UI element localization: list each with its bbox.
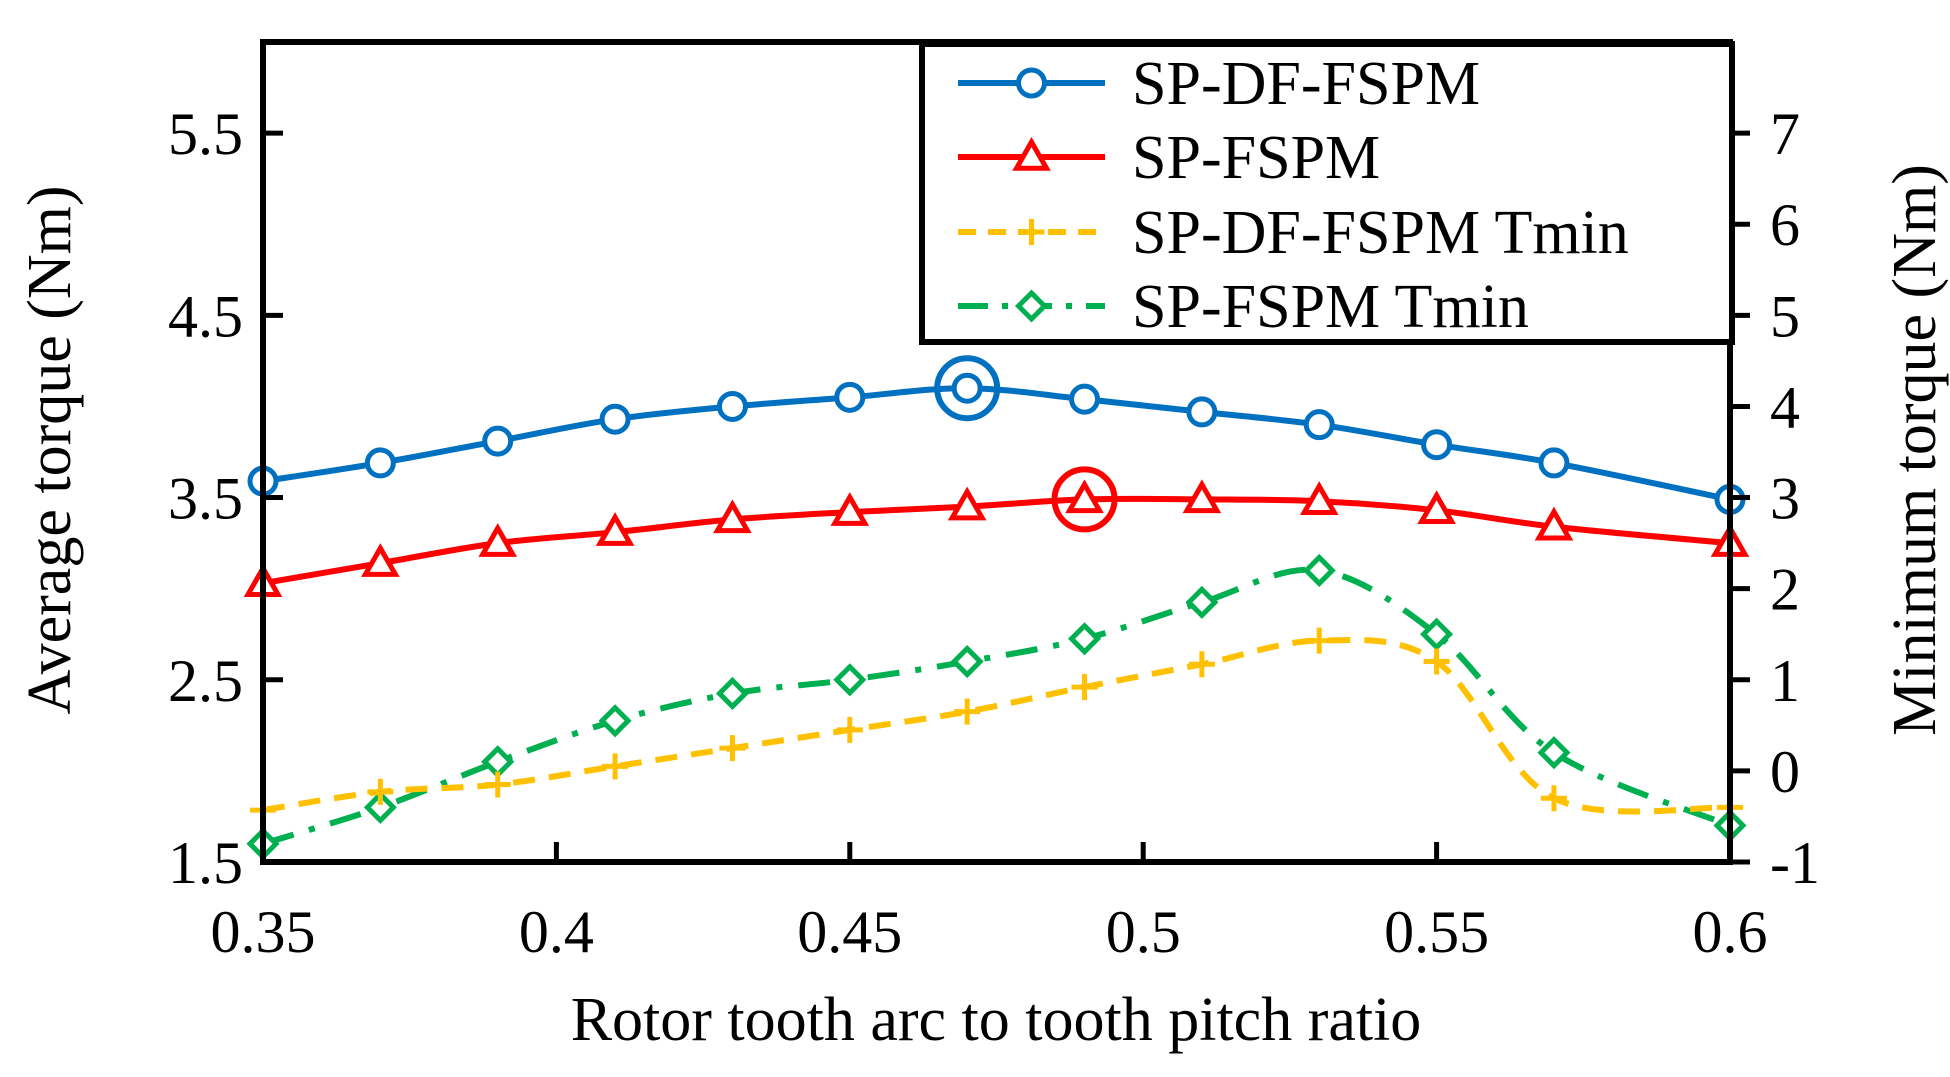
legend-marker xyxy=(1018,219,1045,245)
data-point xyxy=(1538,447,1570,479)
data-point xyxy=(715,676,749,710)
data-point xyxy=(363,790,397,824)
series-sp-fspm xyxy=(243,466,1750,597)
data-point xyxy=(951,372,983,404)
y-axis-left-title: Average torque (Nm) xyxy=(16,185,84,714)
data-point xyxy=(1534,506,1574,541)
legend-item: SP-FSPM Tmin xyxy=(958,273,1529,341)
data-point xyxy=(1417,490,1456,525)
series-line xyxy=(262,566,1732,847)
legend-label: SP-FSPM Tmin xyxy=(1132,273,1529,341)
y-right-tick-label: 0 xyxy=(1770,739,1800,805)
series-layer xyxy=(243,355,1750,861)
data-point xyxy=(954,698,981,725)
y-left-tick-label: 2.5 xyxy=(168,648,243,714)
data-point xyxy=(599,403,631,435)
y-right-tick-label: 3 xyxy=(1770,466,1800,532)
data-point xyxy=(361,543,400,577)
data-point xyxy=(364,447,396,479)
y-axis-right-title: Minimum torque (Nm) xyxy=(1881,164,1949,736)
data-point xyxy=(1421,429,1453,461)
data-point xyxy=(1188,651,1215,678)
x-axis-title: Rotor tooth arc to tooth pitch ratio xyxy=(571,986,1422,1054)
series-line xyxy=(262,636,1731,815)
data-point xyxy=(478,523,518,557)
x-tick-label: 0.55 xyxy=(1384,899,1489,965)
ticks-layer: 0.35 0.4 0.45 0.5 0.55 0.6 1.5 2.5 3.5 4.5 5.5 -1 0 1… xyxy=(168,101,1820,965)
y-right-tick-label: 2 xyxy=(1770,557,1800,623)
legend-box xyxy=(919,41,1735,345)
data-point xyxy=(950,645,984,679)
data-point xyxy=(1420,617,1454,651)
data-point xyxy=(1186,396,1218,428)
legend-marker xyxy=(1012,136,1051,171)
data-point xyxy=(830,492,870,526)
legend-item: SP-FSPM xyxy=(958,124,1380,192)
legend-label: SP-FSPM xyxy=(1132,124,1380,192)
data-point xyxy=(719,735,746,762)
series-sp-df-fspm-tmin xyxy=(250,627,1743,824)
y-right-tick-label: 5 xyxy=(1770,283,1800,349)
legend-item: SP-DF-FSPM Tmin xyxy=(958,199,1629,267)
data-point xyxy=(1185,585,1219,619)
y-left-tick-label: 3.5 xyxy=(168,466,243,532)
data-point xyxy=(598,704,632,738)
data-point xyxy=(367,778,394,805)
data-point xyxy=(1299,481,1339,515)
data-point xyxy=(713,499,752,534)
optimum-highlight-ring xyxy=(1051,466,1118,533)
data-point xyxy=(1065,479,1104,514)
data-point xyxy=(1303,409,1335,441)
data-point xyxy=(602,753,629,780)
y-right-tick-label: 6 xyxy=(1770,192,1800,258)
y-left-tick-label: 5.5 xyxy=(168,101,243,167)
data-point xyxy=(836,716,863,743)
y-right-tick-label: 7 xyxy=(1770,101,1800,167)
x-tick-label: 0.4 xyxy=(519,899,594,965)
data-point xyxy=(716,390,748,422)
data-point xyxy=(484,771,511,798)
data-point xyxy=(1182,479,1222,514)
y-right-tick-label: 4 xyxy=(1770,374,1800,440)
data-point xyxy=(1306,627,1333,654)
data-point xyxy=(482,425,514,457)
legend-label: SP-DF-FSPM xyxy=(1132,50,1480,118)
optimum-highlight-ring xyxy=(934,355,1001,422)
data-point xyxy=(595,512,635,546)
data-point xyxy=(1537,736,1571,770)
legend-item: SP-DF-FSPM xyxy=(958,50,1480,118)
x-tick-label: 0.45 xyxy=(797,899,902,965)
data-point xyxy=(1423,648,1450,675)
data-point xyxy=(1302,553,1336,587)
legend-label: SP-DF-FSPM Tmin xyxy=(1132,199,1629,267)
data-point xyxy=(947,486,987,521)
y-left-tick-label: 1.5 xyxy=(168,830,243,896)
legend-marker xyxy=(1014,289,1049,323)
x-tick-label: 0.35 xyxy=(211,899,316,965)
x-tick-label: 0.6 xyxy=(1693,899,1768,965)
data-point xyxy=(1540,785,1567,812)
data-point xyxy=(834,381,866,413)
legend-marker xyxy=(1016,67,1047,99)
data-point xyxy=(1071,674,1098,701)
data-point xyxy=(1069,383,1101,415)
y-right-tick-label: 1 xyxy=(1770,648,1800,714)
y-left-tick-label: 4.5 xyxy=(168,283,243,349)
x-tick-label: 0.5 xyxy=(1106,899,1181,965)
data-point xyxy=(833,663,867,697)
y-right-tick-label: -1 xyxy=(1770,830,1820,896)
data-point xyxy=(1067,622,1102,656)
